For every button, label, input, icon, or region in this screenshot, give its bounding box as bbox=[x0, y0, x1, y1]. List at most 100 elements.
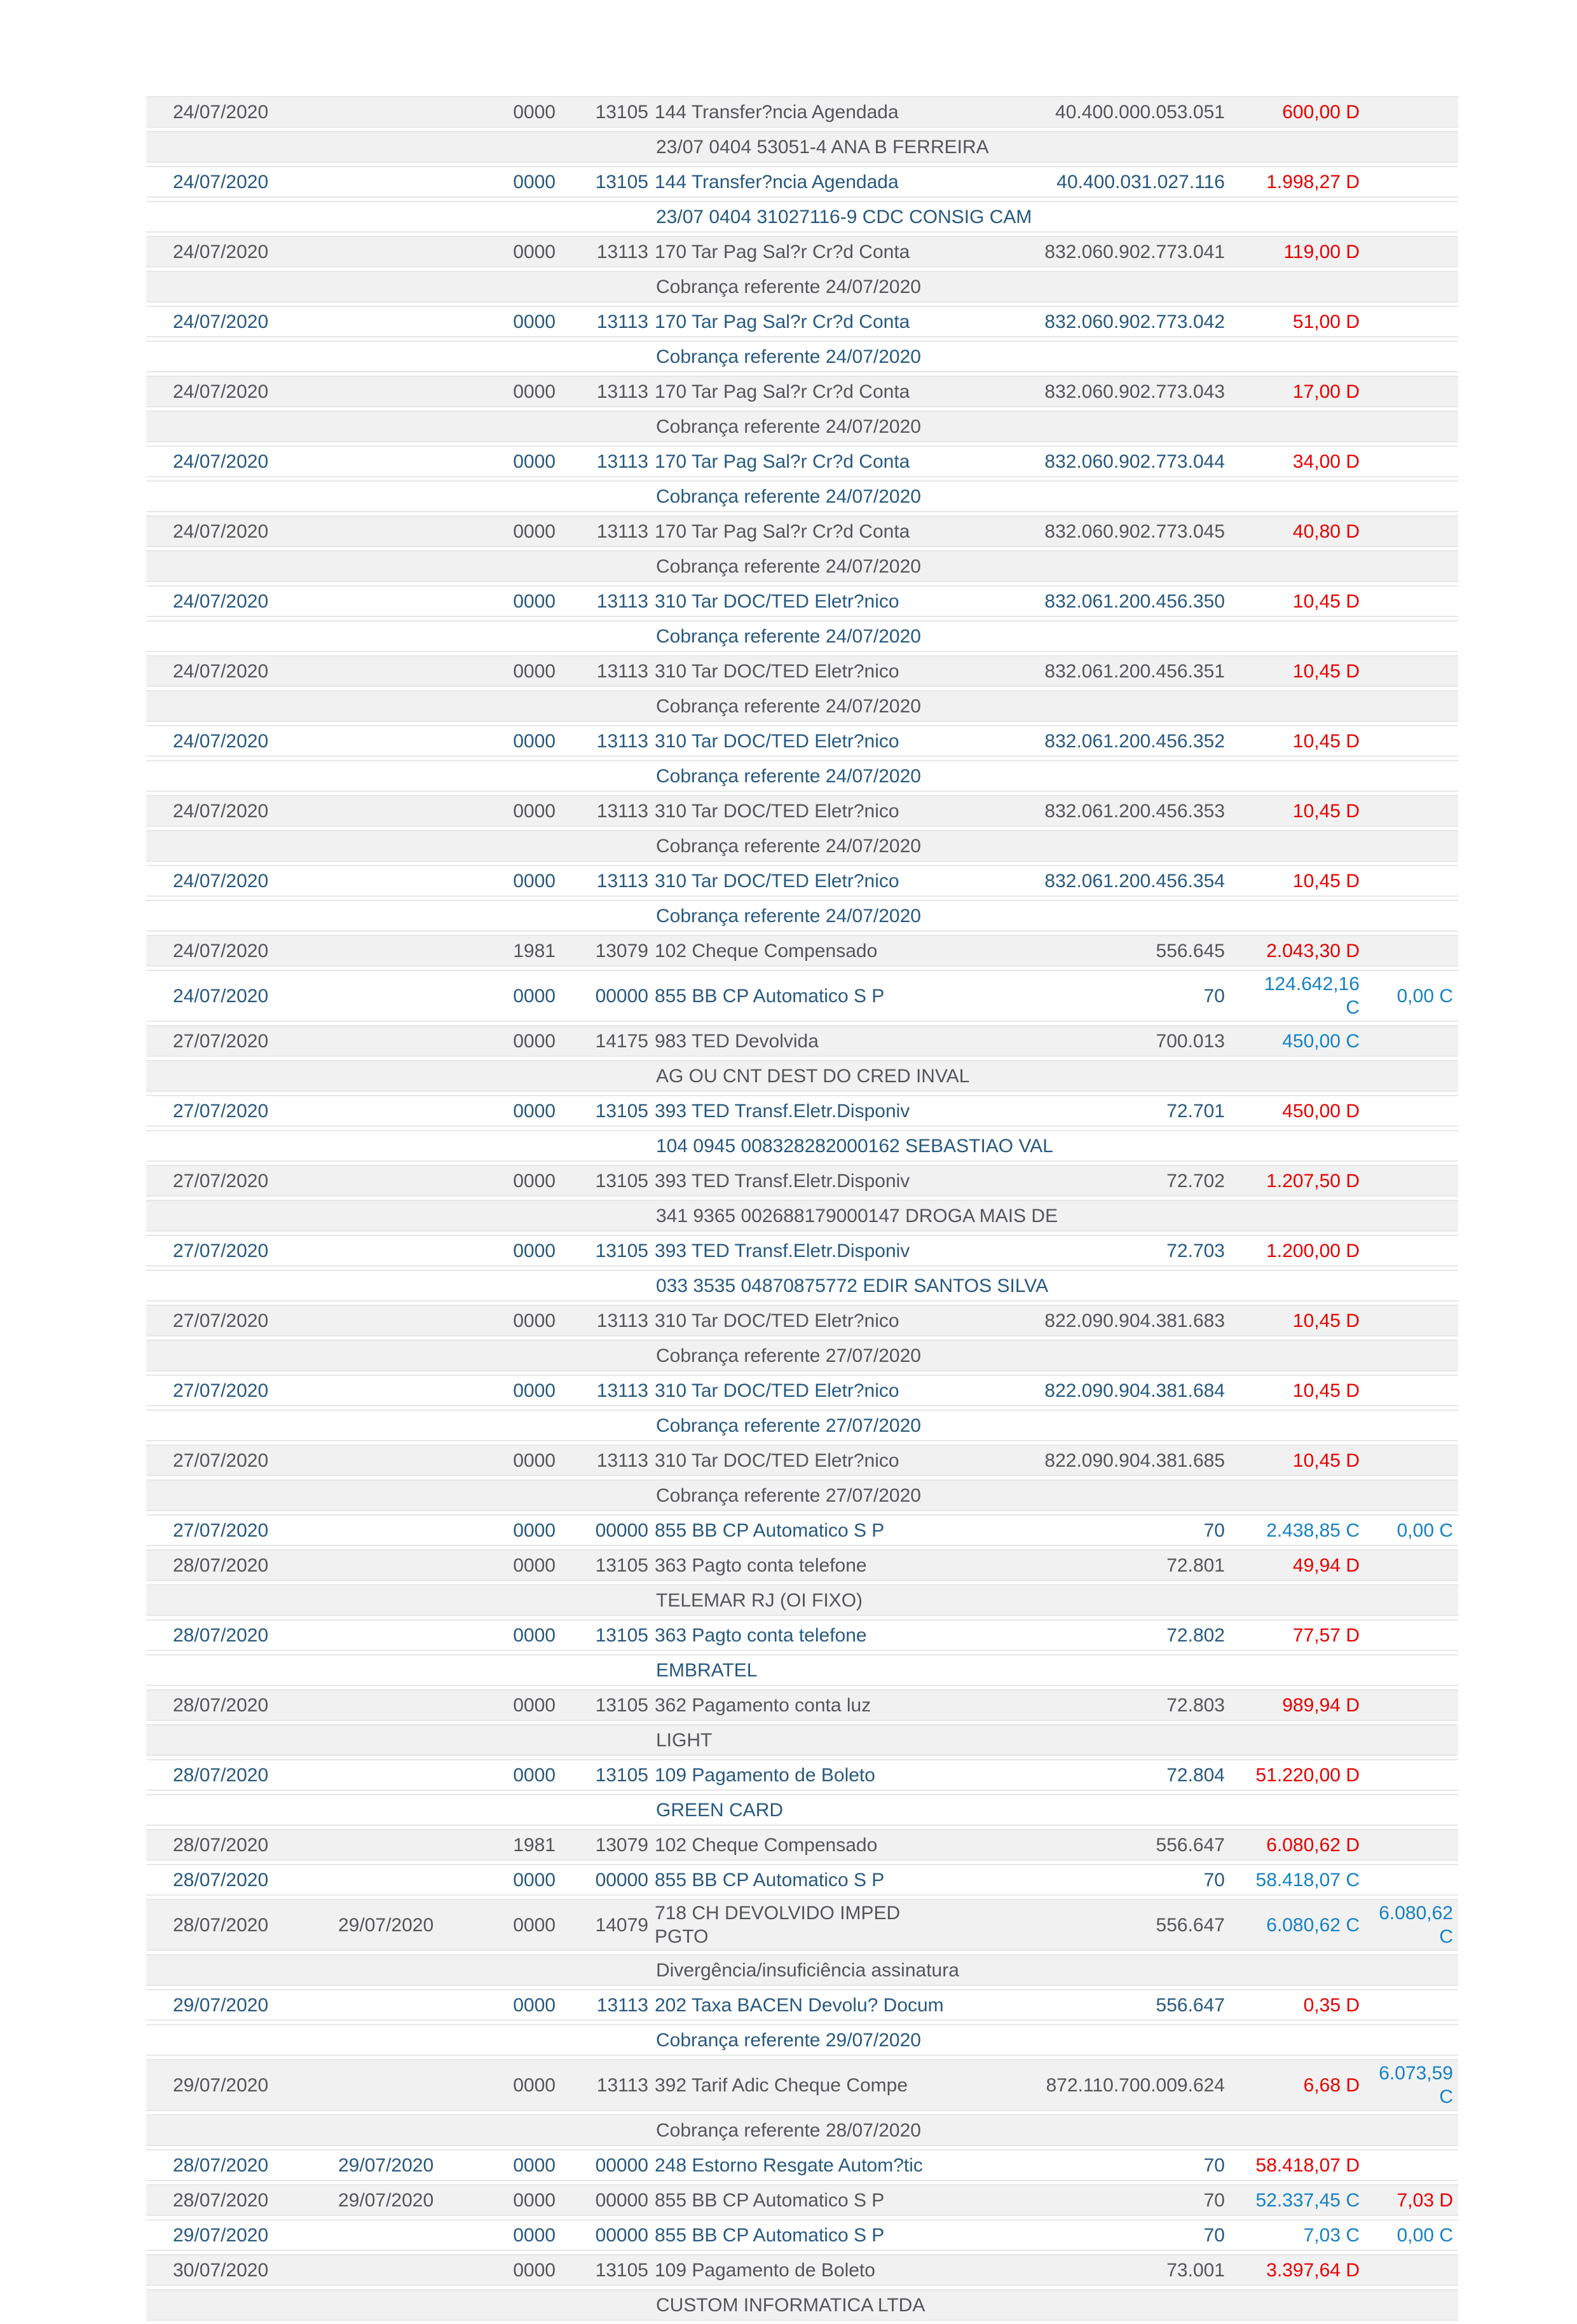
cell-lot: 13079 bbox=[559, 935, 648, 967]
cell-date1: 27/07/2020 bbox=[146, 1235, 337, 1267]
detail-row: Cobrança referente 24/07/2020 bbox=[146, 620, 1458, 652]
cell-history: 170 Tar Pag Sal?r Cr?d Conta bbox=[648, 445, 1020, 477]
cell-batch: 0000 bbox=[480, 1235, 559, 1267]
cell-value: 34,00 D bbox=[1230, 445, 1365, 477]
cell-value: 10,45 D bbox=[1230, 725, 1365, 757]
cell-history: 393 TED Transf.Eletr.Disponiv bbox=[648, 1235, 1020, 1267]
cell-date1: 28/07/2020 bbox=[146, 1864, 337, 1896]
cell-history: 109 Pagamento de Boleto bbox=[648, 1759, 1020, 1791]
cell-value2 bbox=[1365, 166, 1458, 198]
detail-row: 341 9365 002688179000147 DROGA MAIS DE bbox=[146, 1200, 1458, 1232]
cell-document: 70 bbox=[1020, 970, 1230, 1022]
cell-batch: 0000 bbox=[480, 1444, 559, 1476]
cell-batch: 0000 bbox=[480, 1375, 559, 1406]
cell-date1: 27/07/2020 bbox=[146, 1514, 337, 1546]
transaction-row: 24/07/2020 0000 13113 310 Tar DOC/TED Eletr… bbox=[146, 865, 1458, 897]
transaction-row: 24/07/2020 0000 13113 170 Tar Pag Sal?r Cr?… bbox=[146, 306, 1458, 337]
transaction-row: 28/07/2020 29/07/2020 0000 00000 855 BB CP A… bbox=[146, 2184, 1458, 2216]
cell-document: 832.061.200.456.354 bbox=[1020, 865, 1230, 897]
cell-document: 556.647 bbox=[1020, 1829, 1230, 1861]
detail-row: Cobrança referente 28/07/2020 bbox=[146, 2114, 1458, 2146]
cell-value: 6.080,62 C bbox=[1230, 1899, 1365, 1951]
cell-detail: Cobrança referente 24/07/2020 bbox=[648, 690, 1458, 722]
cell-lot: 13113 bbox=[559, 2059, 648, 2111]
detail-spacer bbox=[146, 131, 648, 163]
cell-document: 40.400.031.027.116 bbox=[1020, 166, 1230, 198]
cell-document: 556.647 bbox=[1020, 1989, 1230, 2021]
cell-batch: 0000 bbox=[480, 1759, 559, 1791]
cell-history: 170 Tar Pag Sal?r Cr?d Conta bbox=[648, 515, 1020, 547]
cell-date1: 24/07/2020 bbox=[146, 935, 337, 967]
cell-detail: LIGHT bbox=[648, 1724, 1458, 1756]
cell-history: 310 Tar DOC/TED Eletr?nico bbox=[648, 865, 1020, 897]
cell-value2 bbox=[1365, 236, 1458, 268]
cell-date2 bbox=[337, 970, 480, 1022]
cell-document: 72.702 bbox=[1020, 1165, 1230, 1197]
cell-value2 bbox=[1365, 1989, 1458, 2021]
detail-row: CUSTOM INFORMATICA LTDA bbox=[146, 2289, 1458, 2321]
cell-value2 bbox=[1365, 585, 1458, 617]
statement-table: 24/07/2020 0000 13105 144 Transfer?ncia Age… bbox=[146, 93, 1458, 2324]
cell-date1: 27/07/2020 bbox=[146, 1025, 337, 1057]
detail-spacer bbox=[146, 900, 648, 932]
detail-row: Cobrança referente 24/07/2020 bbox=[146, 341, 1458, 372]
cell-date2 bbox=[337, 1759, 480, 1791]
cell-detail: CUSTOM INFORMATICA LTDA bbox=[648, 2289, 1458, 2321]
cell-lot: 13113 bbox=[559, 515, 648, 547]
cell-value2: 7,03 D bbox=[1365, 2184, 1458, 2216]
cell-history: 362 Pagamento conta luz bbox=[648, 1689, 1020, 1721]
detail-spacer bbox=[146, 201, 648, 233]
cell-lot: 13113 bbox=[559, 1444, 648, 1476]
cell-date1: 30/07/2020 bbox=[146, 2254, 337, 2286]
cell-value: 10,45 D bbox=[1230, 655, 1365, 687]
detail-row: Cobrança referente 24/07/2020 bbox=[146, 550, 1458, 582]
cell-date2: 29/07/2020 bbox=[337, 2149, 480, 2181]
detail-spacer bbox=[146, 341, 648, 372]
cell-history: 170 Tar Pag Sal?r Cr?d Conta bbox=[648, 236, 1020, 268]
cell-batch: 0000 bbox=[480, 2149, 559, 2181]
transaction-row: 28/07/2020 0000 13105 363 Pagto conta telef… bbox=[146, 1619, 1458, 1651]
transaction-row: 24/07/2020 0000 13113 310 Tar DOC/TED Eletr… bbox=[146, 655, 1458, 687]
cell-value: 0,35 D bbox=[1230, 1989, 1365, 2021]
cell-value: 1.207,50 D bbox=[1230, 1165, 1365, 1197]
cell-detail: Cobrança referente 27/07/2020 bbox=[648, 1410, 1458, 1441]
cell-detail: EMBRATEL bbox=[648, 1654, 1458, 1686]
cell-value2 bbox=[1365, 1829, 1458, 1861]
cell-value2 bbox=[1365, 1759, 1458, 1791]
cell-date2 bbox=[337, 1375, 480, 1406]
cell-value2 bbox=[1365, 2254, 1458, 2286]
cell-lot: 13105 bbox=[559, 1095, 648, 1127]
transaction-row: 29/07/2020 0000 00000 855 BB CP Automatico … bbox=[146, 2219, 1458, 2251]
cell-date1: 28/07/2020 bbox=[146, 1689, 337, 1721]
cell-date1: 27/07/2020 bbox=[146, 1095, 337, 1127]
cell-value: 10,45 D bbox=[1230, 865, 1365, 897]
cell-value: 10,45 D bbox=[1230, 1375, 1365, 1406]
cell-value2 bbox=[1365, 935, 1458, 967]
cell-date1: 28/07/2020 bbox=[146, 2149, 337, 2181]
statement-rows: 24/07/2020 0000 13105 144 Transfer?ncia Age… bbox=[146, 96, 1458, 2321]
cell-lot: 13113 bbox=[559, 725, 648, 757]
cell-batch: 0000 bbox=[480, 1305, 559, 1336]
cell-date1: 28/07/2020 bbox=[146, 1549, 337, 1581]
cell-value: 52.337,45 C bbox=[1230, 2184, 1365, 2216]
cell-lot: 13105 bbox=[559, 1759, 648, 1791]
transaction-row: 28/07/2020 0000 13105 109 Pagamento de Bole… bbox=[146, 1759, 1458, 1791]
cell-batch: 0000 bbox=[480, 585, 559, 617]
cell-value: 58.418,07 C bbox=[1230, 1864, 1365, 1896]
transaction-row: 27/07/2020 0000 13113 310 Tar DOC/TED Eletr… bbox=[146, 1444, 1458, 1476]
transaction-row: 24/07/2020 1981 13079 102 Cheque Compensado… bbox=[146, 935, 1458, 967]
detail-row: 23/07 0404 53051-4 ANA B FERREIRA bbox=[146, 131, 1458, 163]
cell-detail: Cobrança referente 28/07/2020 bbox=[648, 2114, 1458, 2146]
cell-value: 51.220,00 D bbox=[1230, 1759, 1365, 1791]
cell-detail: Divergência/insuficiência assinatura bbox=[648, 1954, 1458, 1986]
cell-detail: Cobrança referente 24/07/2020 bbox=[648, 271, 1458, 302]
transaction-row: 24/07/2020 0000 13113 310 Tar DOC/TED Eletr… bbox=[146, 585, 1458, 617]
cell-lot: 14079 bbox=[559, 1899, 648, 1951]
cell-lot: 13105 bbox=[559, 1549, 648, 1581]
cell-detail: Cobrança referente 27/07/2020 bbox=[648, 1479, 1458, 1511]
cell-history: 855 BB CP Automatico S P bbox=[648, 2184, 1020, 2216]
cell-batch: 0000 bbox=[480, 795, 559, 827]
cell-date2 bbox=[337, 1165, 480, 1197]
cell-history: 363 Pagto conta telefone bbox=[648, 1549, 1020, 1581]
cell-document: 832.060.902.773.041 bbox=[1020, 236, 1230, 268]
